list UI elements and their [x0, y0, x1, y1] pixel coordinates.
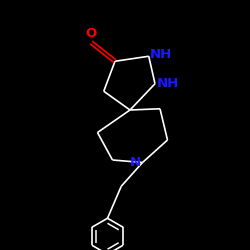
Text: NH: NH: [150, 48, 172, 62]
Text: O: O: [86, 27, 97, 40]
Text: N: N: [130, 156, 141, 169]
Text: NH: NH: [156, 77, 178, 90]
